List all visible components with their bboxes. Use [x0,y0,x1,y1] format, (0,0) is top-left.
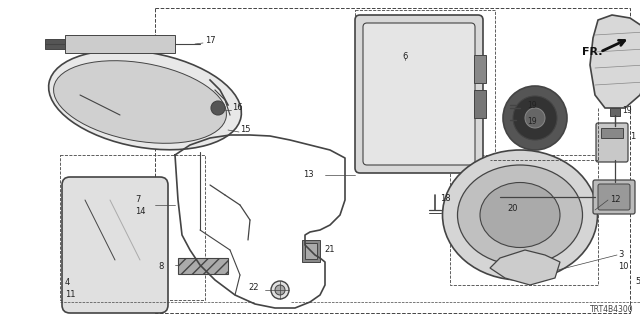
Text: TRT4B4300: TRT4B4300 [590,305,634,314]
Text: 22: 22 [248,284,259,292]
FancyBboxPatch shape [596,123,628,162]
Bar [474,55,486,83]
Bar [516,98,524,112]
Text: 14: 14 [135,207,145,216]
Text: 18: 18 [440,194,451,203]
Text: 15: 15 [240,125,250,134]
Bar [610,108,620,116]
FancyBboxPatch shape [363,23,475,165]
Text: 12: 12 [610,195,621,204]
Circle shape [503,86,567,150]
Bar [302,240,320,262]
Ellipse shape [54,61,227,143]
FancyBboxPatch shape [355,15,483,173]
Bar [474,90,486,118]
FancyBboxPatch shape [593,180,635,214]
Circle shape [211,101,225,115]
Bar [45,39,65,49]
Ellipse shape [458,165,582,265]
Bar [388,60,440,138]
Ellipse shape [49,50,241,150]
Text: 11: 11 [65,290,76,299]
Polygon shape [490,250,560,285]
Text: FR.: FR. [582,47,602,57]
FancyBboxPatch shape [62,177,168,313]
Bar [305,243,317,259]
Circle shape [525,108,545,128]
Text: 1: 1 [630,132,636,141]
Bar [516,115,524,129]
Text: 3: 3 [618,250,623,259]
Text: 19: 19 [527,117,536,126]
Text: 21: 21 [324,245,335,254]
Bar [355,10,495,160]
Text: 4: 4 [65,278,70,287]
Text: 19: 19 [527,101,536,110]
Text: 8: 8 [158,262,163,271]
FancyBboxPatch shape [598,184,630,210]
Bar [65,35,175,53]
Bar [178,258,228,274]
Text: 10: 10 [618,262,628,271]
Text: 5: 5 [635,277,640,286]
Polygon shape [590,15,640,108]
Bar [60,155,205,300]
Ellipse shape [442,150,598,280]
Text: 19: 19 [622,106,632,115]
Bar [450,155,598,285]
Bar [601,128,623,138]
Text: 7: 7 [135,195,140,204]
Circle shape [513,96,557,140]
Ellipse shape [480,182,560,247]
Text: 20: 20 [507,204,518,213]
Text: 16: 16 [232,103,243,113]
Text: 17: 17 [205,36,216,45]
Bar [155,8,630,313]
Circle shape [275,285,285,295]
Text: 13: 13 [303,170,314,179]
Circle shape [271,281,289,299]
Text: 6: 6 [403,52,408,61]
